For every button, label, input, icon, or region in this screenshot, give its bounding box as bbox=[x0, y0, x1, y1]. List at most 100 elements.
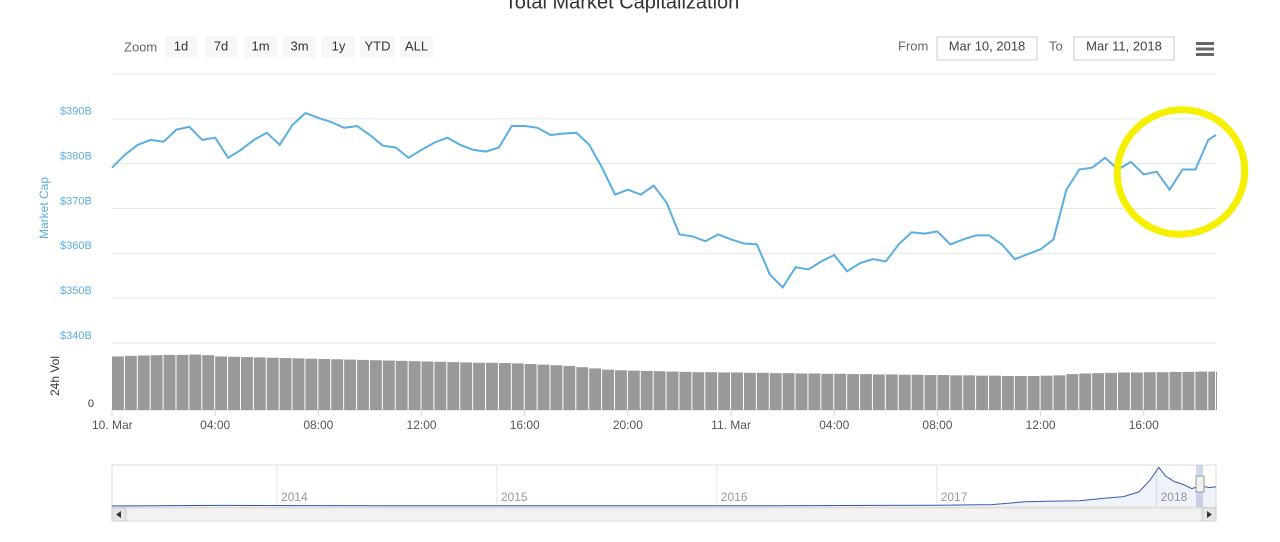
volume-bar bbox=[989, 375, 1001, 410]
volume-bar bbox=[1027, 375, 1040, 410]
zoom-button[interactable] bbox=[165, 36, 197, 58]
volume-bar bbox=[731, 372, 743, 410]
y-tick-label: $370B bbox=[60, 195, 92, 207]
volume-bar bbox=[885, 374, 898, 410]
volume-bar bbox=[1195, 371, 1208, 410]
volume-bar bbox=[486, 362, 498, 410]
volume-bar bbox=[1169, 371, 1182, 410]
y-tick-label: $390B bbox=[60, 106, 92, 118]
volume-bar bbox=[498, 363, 511, 410]
navigator-tick-label: 2016 bbox=[721, 490, 748, 504]
zoom-button-label[interactable]: YTD bbox=[365, 38, 391, 53]
volume-bar bbox=[589, 368, 602, 410]
y-tick-label: $350B bbox=[60, 285, 92, 297]
zoom-button[interactable] bbox=[244, 36, 277, 58]
y2-axis-title: 24h Vol bbox=[48, 356, 62, 396]
volume-bar bbox=[756, 372, 769, 410]
volume-bar bbox=[1040, 375, 1053, 410]
zoom-button[interactable] bbox=[322, 36, 355, 58]
zoom-button[interactable] bbox=[360, 36, 395, 58]
volume-bar bbox=[124, 355, 137, 410]
volume-bar bbox=[705, 372, 718, 410]
volume-bar bbox=[834, 373, 847, 410]
volume-bar bbox=[537, 364, 550, 410]
volume-bar bbox=[950, 375, 963, 410]
volume-bar bbox=[382, 360, 395, 410]
zoom-button[interactable] bbox=[400, 36, 433, 58]
volume-bar bbox=[872, 374, 885, 410]
volume-bar bbox=[692, 372, 705, 410]
x-tick-label: 04:00 bbox=[200, 418, 230, 432]
price-line bbox=[111, 111, 1217, 289]
volume-bar bbox=[266, 357, 279, 410]
zoom-button-label[interactable]: ALL bbox=[405, 38, 428, 53]
volume-bar bbox=[150, 355, 163, 410]
volume-bar bbox=[1014, 375, 1027, 410]
volume-bar bbox=[421, 361, 434, 410]
navigator-tick-label: 2017 bbox=[941, 490, 968, 504]
x-tick-label: 10. Mar bbox=[92, 418, 133, 432]
scrollbar[interactable] bbox=[111, 507, 1217, 522]
from-input[interactable] bbox=[936, 36, 1038, 61]
navigator-handle[interactable] bbox=[1195, 475, 1205, 493]
volume-bar bbox=[1092, 373, 1105, 410]
volume-bar bbox=[963, 375, 976, 410]
zoom-button-label[interactable]: 1y bbox=[332, 38, 346, 53]
x-tick-label: 08:00 bbox=[922, 418, 952, 432]
volume-bar bbox=[189, 354, 202, 410]
volume-bar bbox=[1001, 375, 1014, 410]
x-tick-label: 11. Mar bbox=[711, 418, 751, 432]
zoom-button-label[interactable]: 7d bbox=[214, 38, 228, 53]
from-date[interactable]: Mar 10, 2018 bbox=[949, 38, 1026, 53]
from-label: From bbox=[898, 38, 928, 53]
zoom-button-label[interactable]: 3m bbox=[290, 38, 308, 53]
volume-bar bbox=[627, 370, 640, 410]
volume-bar bbox=[1117, 372, 1130, 410]
volume-bar bbox=[1066, 374, 1079, 410]
volume-bar bbox=[395, 360, 408, 410]
navigator-frame bbox=[111, 464, 1217, 508]
volume-bar bbox=[937, 375, 950, 410]
volume-bar bbox=[1079, 373, 1092, 410]
x-tick-label: 16:00 bbox=[510, 418, 540, 432]
volume-bar bbox=[473, 362, 486, 410]
volume-bar bbox=[679, 371, 692, 410]
volume-bar bbox=[305, 358, 318, 410]
volume-bar bbox=[666, 371, 679, 410]
volume-bar bbox=[318, 358, 331, 410]
navigator-line bbox=[111, 466, 1217, 507]
volume-bar bbox=[898, 374, 911, 410]
y-tick-label: $360B bbox=[60, 240, 92, 252]
y2-tick-label: 0 bbox=[88, 398, 94, 410]
zoom-button-label[interactable]: 1m bbox=[251, 38, 269, 53]
volume-bar bbox=[976, 375, 989, 410]
volume-bar bbox=[1130, 372, 1143, 410]
zoom-buttons: 1d 7d 1m 3m 1y YTD ALL bbox=[165, 36, 433, 58]
volume-bar bbox=[112, 356, 124, 410]
to-date[interactable]: Mar 11, 2018 bbox=[1086, 38, 1162, 53]
zoom-button[interactable] bbox=[205, 36, 237, 58]
zoom-button[interactable] bbox=[283, 36, 316, 58]
volume-bar bbox=[1208, 371, 1215, 410]
volume-bar bbox=[821, 373, 834, 410]
volume-bar bbox=[769, 373, 782, 410]
volume-bar bbox=[743, 372, 756, 410]
volume-bar bbox=[163, 354, 176, 410]
volume-bar bbox=[447, 362, 460, 410]
volume-bar bbox=[176, 354, 189, 410]
volume-bar bbox=[357, 359, 369, 410]
volume-bar bbox=[911, 374, 924, 410]
zoom-button-label[interactable]: 1d bbox=[174, 38, 188, 53]
chart-title: Total Market Capitalization bbox=[505, 0, 740, 13]
volume-bar bbox=[808, 373, 821, 410]
x-tick-label: 20:00 bbox=[613, 418, 643, 432]
volume-bar bbox=[860, 374, 872, 410]
to-input[interactable] bbox=[1073, 36, 1175, 61]
plot: $340B $350B $360B $370B $380B $390B 0 10. Mar 04… bbox=[60, 106, 1217, 432]
volume-bar bbox=[614, 370, 627, 410]
x-tick-label: 08:00 bbox=[303, 418, 333, 432]
menu-button[interactable] bbox=[1196, 42, 1214, 56]
volume-bar bbox=[434, 361, 447, 410]
volume-bar bbox=[524, 364, 537, 410]
